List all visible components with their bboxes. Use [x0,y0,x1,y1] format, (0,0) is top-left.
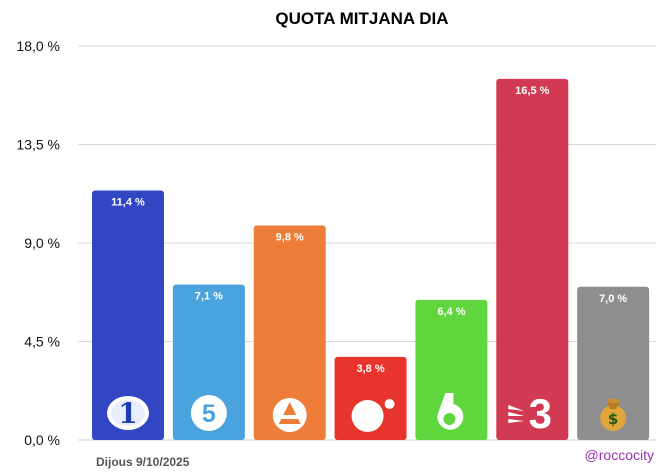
bar-4 [415,299,488,440]
tv3-logo-icon: 3 [508,390,552,437]
lasexta-logo-icon [437,393,464,430]
cuatro-logo-icon [351,399,395,432]
y-tick-label: 4,5 % [24,334,60,350]
value-label: 7,0 % [599,293,627,305]
value-label: 7,1 % [195,291,223,303]
bar-5 [496,78,569,440]
y-axis-ticks: 0,0 % 4,5 % 9,0 % 13,5 % 18,0 % [16,38,60,448]
bar-6 [577,286,650,440]
svg-text:1: 1 [118,397,137,430]
footer-date: Dijous 9/10/2025 [96,455,190,469]
y-tick-label: 13,5 % [16,137,60,153]
bars [92,78,650,440]
value-label: 6,4 % [437,306,465,318]
y-tick-label: 18,0 % [16,38,60,54]
bar-2 [253,225,326,440]
footer-handle: @roccocity [585,447,654,463]
svg-text:$: $ [608,410,618,428]
value-labels: 11,4 % 7,1 % 9,8 % 3,8 % 6,4 % 16,5 % 7,0 % [111,85,627,375]
svg-text:3: 3 [529,390,552,437]
value-label: 3,8 % [357,363,385,375]
y-tick-label: 9,0 % [24,235,60,251]
antena3-logo-icon [272,398,307,432]
svg-text:5: 5 [202,400,216,428]
chart-title: QUOTA MITJANA DIA [275,9,448,28]
telecinco-logo-icon: 5 [190,395,227,431]
y-tick-label: 0,0 % [24,432,60,448]
money-bag-icon: $ [600,399,627,431]
value-label: 11,4 % [111,196,145,208]
channel-icons: 1 5 3 $ [107,390,627,437]
la1-logo-icon: 1 [107,396,149,430]
bar-1 [172,284,245,440]
value-label: 16,5 % [515,85,549,97]
value-label: 9,8 % [276,231,304,243]
bar-0 [92,190,164,440]
